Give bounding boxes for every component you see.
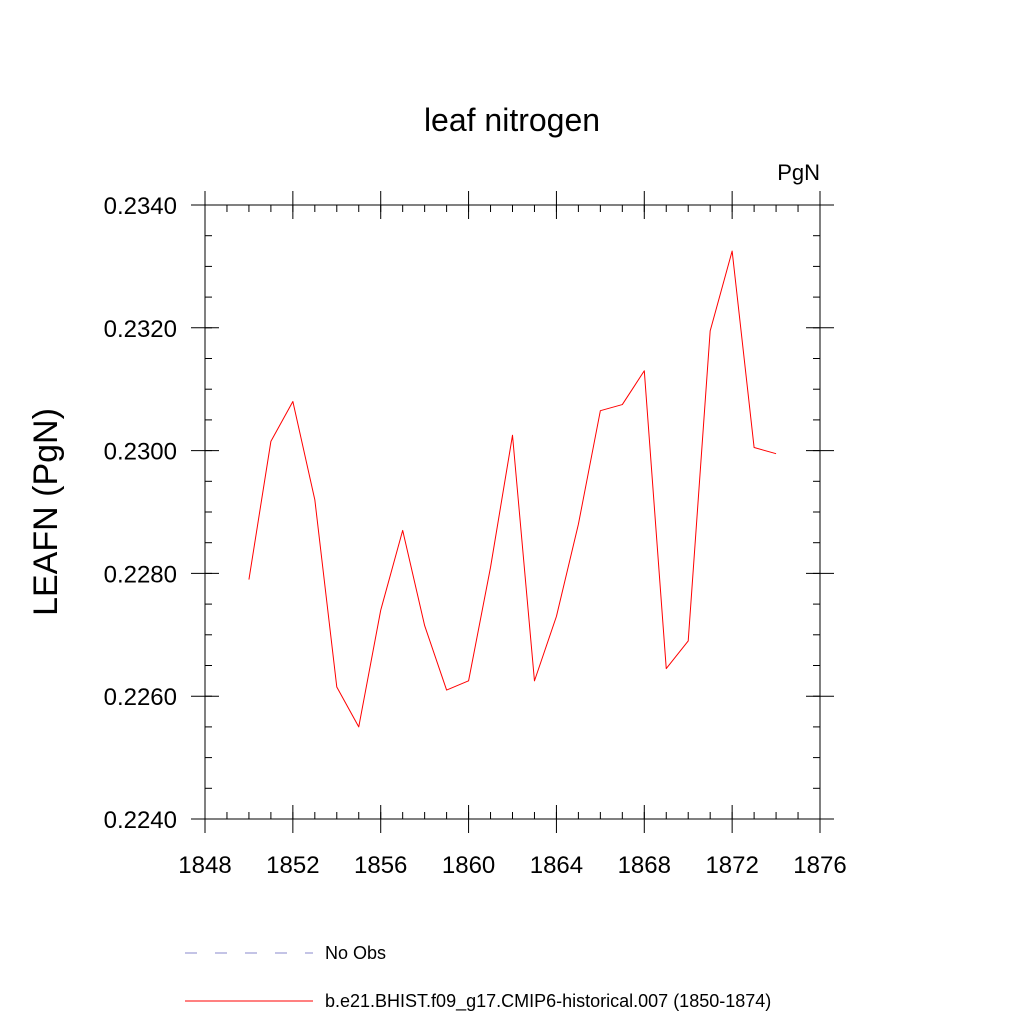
x-tick-label: 1872 (705, 852, 758, 879)
units-label: PgN (777, 160, 820, 185)
y-axis-label: LEAFN (PgN) (27, 408, 65, 616)
series-layer (248, 250, 777, 728)
x-tick-label: 1876 (793, 852, 846, 879)
y-tick-label: 0.2300 (104, 439, 177, 466)
legend: No Obs b.e21.BHIST.f09_g17.CMIP6-histori… (185, 943, 771, 1012)
chart-title: leaf nitrogen (424, 102, 600, 138)
legend-no-obs-label: No Obs (325, 943, 386, 963)
x-tick-label: 1868 (618, 852, 671, 879)
y-tick-label: 0.2340 (104, 193, 177, 220)
y-tick-label: 0.2260 (104, 684, 177, 711)
x-tick-label: 1864 (530, 852, 583, 879)
x-tick-label: 1848 (178, 852, 231, 879)
axis-ticks: 1848 1852 1856 1860 1864 1868 1872 1876 0.2240 0.… (104, 191, 847, 879)
x-tick-label: 1856 (354, 852, 407, 879)
y-tick-label: 0.2320 (104, 316, 177, 343)
plot-frame (204, 204, 821, 820)
series-line (248, 250, 777, 728)
x-tick-label: 1852 (266, 852, 319, 879)
legend-series-label: b.e21.BHIST.f09_g17.CMIP6-historical.007… (325, 991, 771, 1012)
y-tick-label: 0.2280 (104, 561, 177, 588)
y-tick-label: 0.2240 (104, 807, 177, 834)
x-tick-label: 1860 (442, 852, 495, 879)
